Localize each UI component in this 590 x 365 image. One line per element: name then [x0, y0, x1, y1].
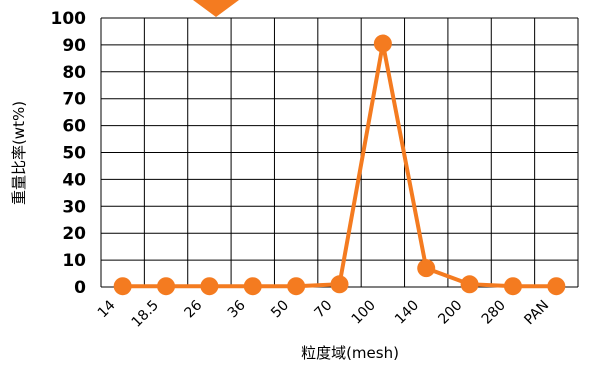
y-tick-label: 50 [62, 144, 86, 164]
y-tick-labels: 0 10 20 30 40 50 60 70 80 90 100 [51, 9, 87, 298]
grid [100, 17, 579, 288]
x-tick-label: 26 [181, 297, 205, 321]
data-point [200, 277, 219, 296]
y-tick-label: 80 [62, 63, 86, 83]
data-markers [113, 34, 566, 296]
data-point [330, 275, 349, 294]
x-tick-label: PAN [521, 297, 552, 328]
y-tick-label: 60 [62, 117, 86, 137]
data-point [417, 259, 436, 278]
data-point [503, 277, 522, 296]
x-tick-label: 200 [435, 297, 465, 327]
data-point [547, 277, 566, 296]
y-tick-label: 100 [51, 9, 87, 29]
x-tick-labels: 14 18.5 26 36 50 70 100 140 200 280 PAN [95, 297, 553, 330]
x-axis-label: 粒度域(mesh) [301, 344, 399, 362]
x-tick-label: 280 [479, 297, 509, 327]
y-tick-label: 30 [62, 197, 86, 217]
y-tick-label: 90 [62, 36, 86, 56]
cropped-marker-shape [193, 0, 239, 17]
x-tick-label: 70 [312, 297, 336, 321]
x-tick-label: 18.5 [129, 297, 162, 330]
x-tick-label: 50 [268, 297, 292, 321]
x-tick-label: 14 [95, 297, 119, 321]
data-point [157, 277, 176, 296]
y-tick-label: 0 [74, 278, 86, 298]
y-tick-label: 40 [62, 170, 86, 190]
y-axis-label: 重量比率(wt%) [10, 101, 28, 205]
data-point [373, 34, 392, 53]
x-tick-label: 36 [225, 297, 249, 321]
y-tick-label: 10 [62, 251, 86, 271]
data-point [243, 277, 262, 296]
data-point [460, 275, 479, 294]
data-point [287, 277, 306, 296]
x-tick-label: 140 [392, 297, 422, 327]
data-point [113, 277, 132, 296]
y-tick-label: 70 [62, 90, 86, 110]
x-tick-label: 100 [349, 297, 379, 327]
y-tick-label: 20 [62, 224, 86, 244]
